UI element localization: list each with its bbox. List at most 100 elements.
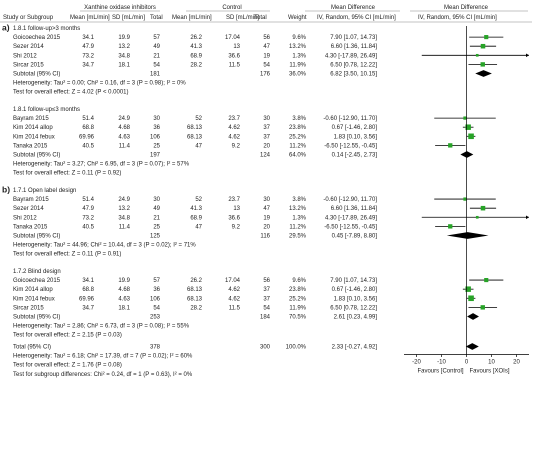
effect-square bbox=[465, 124, 471, 130]
subtotal-n-xoi: 253 bbox=[150, 314, 161, 320]
subtotal-ci-text: 2.61 [0.23, 4.99] bbox=[334, 314, 378, 320]
overall-effect-text: Test for overall effect: Z = 4.02 (P < 0… bbox=[13, 90, 129, 96]
study-n-xoi: 30 bbox=[153, 116, 160, 122]
study-mean-xoi: 68.8 bbox=[82, 287, 94, 293]
study-n-control: 30 bbox=[263, 197, 270, 203]
study-n-control: 19 bbox=[263, 215, 270, 221]
header-plot-label: Mean Difference bbox=[444, 5, 489, 11]
study-weight: 13.2% bbox=[289, 206, 307, 212]
study-n-xoi: 36 bbox=[153, 287, 160, 293]
study-mean-xoi: 40.5 bbox=[82, 224, 94, 230]
study-name: Goicoechea 2015 bbox=[13, 278, 61, 284]
study-mean-xoi: 68.8 bbox=[82, 125, 94, 131]
study-ci-text: 6.60 [1.36, 11.84] bbox=[331, 206, 378, 212]
study-ci-text: 0.67 [-1.46, 2.80] bbox=[332, 125, 378, 131]
study-mean-control: 52 bbox=[195, 197, 202, 203]
study-weight: 23.8% bbox=[289, 125, 307, 131]
study-sd-control: 17.04 bbox=[225, 35, 241, 41]
study-sd-control: 11.5 bbox=[229, 305, 241, 311]
study-sd-control: 23.7 bbox=[228, 197, 240, 203]
study-sd-xoi: 4.68 bbox=[118, 125, 130, 131]
ci-arrow bbox=[526, 215, 529, 220]
study-weight: 11.2% bbox=[289, 143, 306, 149]
x-tick-label: 10 bbox=[488, 360, 495, 366]
study-n-xoi: 106 bbox=[150, 296, 161, 302]
study-name: Tanaka 2015 bbox=[13, 143, 48, 149]
study-weight: 25.2% bbox=[289, 134, 307, 140]
study-mean-control: 41.3 bbox=[190, 44, 202, 50]
study-n-xoi: 57 bbox=[153, 35, 160, 41]
study-n-control: 56 bbox=[263, 35, 270, 41]
study-sd-xoi: 13.2 bbox=[118, 206, 130, 212]
study-ci-text: -6.50 [-12.55, -0.45] bbox=[324, 224, 377, 230]
study-n-xoi: 21 bbox=[153, 215, 160, 221]
overall-effect-text: Test for overall effect: Z = 0.11 (P = 0… bbox=[13, 171, 121, 177]
study-mean-control: 47 bbox=[195, 224, 202, 230]
study-n-xoi: 54 bbox=[153, 62, 160, 68]
col-header-md-sub: IV, Random, 95% CI [mL/min] bbox=[317, 15, 396, 21]
study-sd-xoi: 24.9 bbox=[118, 197, 130, 203]
overall-effect-text: Test for overall effect: Z = 2.15 (P = 0… bbox=[13, 333, 122, 339]
study-n-control: 47 bbox=[263, 44, 270, 50]
study-ci-text: -6.50 [-12.55, -0.45] bbox=[324, 143, 377, 149]
subtotal-n-control: 116 bbox=[260, 233, 270, 239]
header-md-label: Mean Difference bbox=[331, 5, 376, 11]
study-ci-text: -0.60 [-12.90, 11.70] bbox=[323, 116, 377, 122]
study-sd-control: 4.62 bbox=[228, 125, 240, 131]
panel-letter: b) bbox=[2, 184, 10, 194]
effect-square bbox=[480, 62, 485, 67]
study-weight: 3.8% bbox=[292, 116, 306, 122]
study-weight: 23.8% bbox=[289, 287, 307, 293]
study-ci-text: 4.30 [-17.89, 26.49] bbox=[325, 215, 377, 221]
study-mean-xoi: 47.9 bbox=[82, 206, 94, 212]
study-ci-text: 7.90 [1.07, 14.73] bbox=[330, 278, 377, 284]
effect-square bbox=[465, 286, 471, 292]
study-mean-control: 68.13 bbox=[187, 125, 203, 131]
study-sd-xoi: 24.9 bbox=[118, 116, 130, 122]
study-name: Kim 2014 allop bbox=[13, 287, 53, 293]
col-header-total-control: Total bbox=[254, 15, 267, 21]
subtotal-diamond bbox=[467, 313, 479, 320]
study-n-control: 30 bbox=[263, 116, 270, 122]
study-sd-xoi: 19.9 bbox=[118, 278, 130, 284]
study-n-control: 54 bbox=[263, 305, 270, 311]
subtotal-n-xoi: 181 bbox=[150, 72, 161, 78]
subtotal-label: Subtotal (95% CI) bbox=[13, 233, 60, 239]
heterogeneity-text: Heterogeneity: Tau² = 2.86; Chi² = 6.73,… bbox=[13, 324, 190, 330]
study-n-control: 20 bbox=[263, 224, 270, 230]
study-mean-xoi: 73.2 bbox=[82, 215, 94, 221]
study-sd-control: 9.2 bbox=[232, 224, 241, 230]
subtotal-label: Subtotal (95% CI) bbox=[13, 152, 60, 158]
total-overall-effect-text: Test for overall effect: Z = 1.76 (P = 0… bbox=[13, 363, 122, 369]
study-n-xoi: 49 bbox=[153, 44, 160, 50]
study-sd-control: 4.62 bbox=[228, 287, 240, 293]
subtotal-ci-text: 0.14 [-2.45, 2.73] bbox=[332, 152, 378, 158]
study-mean-xoi: 69.96 bbox=[79, 134, 95, 140]
study-sd-xoi: 11.4 bbox=[119, 224, 131, 230]
study-name: Tanaka 2015 bbox=[13, 224, 48, 230]
study-name: Sircar 2015 bbox=[13, 62, 44, 68]
header-group-xoi: Xanthine oxidase inhibitors bbox=[84, 5, 156, 11]
study-sd-control: 9.2 bbox=[232, 143, 241, 149]
total-n-xoi: 378 bbox=[150, 345, 161, 351]
study-ci-text: 6.50 [0.78, 12.22] bbox=[330, 305, 377, 311]
study-weight: 9.6% bbox=[292, 278, 306, 284]
subgroup-title: 1.7.2 Blind design bbox=[13, 269, 61, 275]
study-ci-text: 6.60 [1.36, 11.84] bbox=[331, 44, 378, 50]
study-sd-control: 36.6 bbox=[228, 215, 240, 221]
study-n-control: 54 bbox=[263, 62, 270, 68]
study-mean-xoi: 51.4 bbox=[82, 116, 94, 122]
subtotal-weight: 36.0% bbox=[289, 72, 307, 78]
study-n-xoi: 57 bbox=[153, 278, 160, 284]
study-mean-xoi: 51.4 bbox=[82, 197, 94, 203]
effect-square bbox=[480, 43, 486, 49]
subgroup-title: 1.8.1 follow-up≤3 months bbox=[13, 107, 80, 113]
col-header-study: Study or Subgroup bbox=[3, 15, 54, 21]
total-label: Total (95% CI) bbox=[13, 345, 51, 351]
effect-square bbox=[468, 133, 474, 140]
effect-square bbox=[484, 35, 489, 40]
study-mean-control: 47 bbox=[195, 143, 202, 149]
study-name: Shi 2012 bbox=[13, 53, 37, 59]
